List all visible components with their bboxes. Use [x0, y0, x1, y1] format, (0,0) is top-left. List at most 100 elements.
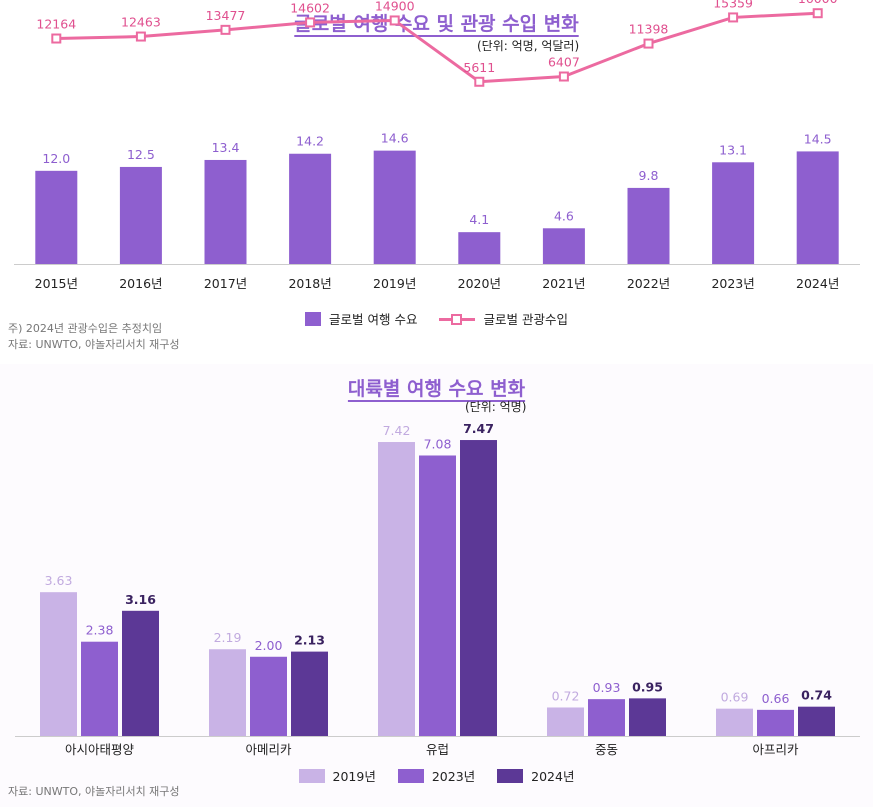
chart2-note-source: 자료: UNWTO, 야놀자리서치 재구성 [8, 785, 180, 798]
continent-value-label: 0.72 [552, 688, 580, 703]
revenue-value-label: 5611 [463, 60, 495, 75]
demand-bar [458, 232, 501, 264]
continent-bar-2023년 [588, 699, 625, 736]
demand-bar [373, 150, 416, 264]
legend-item-2023년: 2023년 [397, 766, 476, 785]
revenue-value-label: 14602 [290, 0, 330, 15]
demand-value-label: 14.5 [804, 131, 832, 146]
revenue-value-label: 13477 [206, 8, 246, 23]
demand-value-label: 12.0 [42, 151, 70, 166]
revenue-point [812, 8, 823, 19]
legend-item-2019년: 2019년 [298, 766, 376, 785]
chart1-unit: (단위: 억명, 억달러) [477, 39, 580, 53]
continent-value-label: 0.69 [721, 690, 749, 705]
revenue-point [389, 15, 400, 26]
demand-value-label: 13.1 [719, 142, 747, 157]
x-tick-label: 2020년 [458, 276, 501, 291]
legend-label: 2019년 [332, 769, 376, 784]
legend-item-demand: 글로벌 여행 수요 [305, 309, 417, 328]
continent-bar-2023년 [757, 709, 794, 736]
continent-value-label: 2.00 [255, 638, 283, 653]
continent-value-label: 2.13 [294, 633, 325, 648]
continent-value-label: 3.63 [45, 573, 73, 588]
continent-bar-2023년 [81, 641, 118, 736]
x-tick-label: 유럽 [426, 742, 449, 757]
revenue-value-label: 11398 [629, 22, 669, 37]
continent-bar-2023년 [250, 656, 287, 736]
continent-bar-2024년 [291, 651, 328, 736]
x-tick-label: 아프리카 [752, 742, 799, 757]
legend-swatch [497, 768, 524, 783]
x-tick-label: 2016년 [119, 276, 162, 291]
chart1-notes: 주) 2024년 관광수입은 추정치임 자료: UNWTO, 야놀자리서치 재구… [8, 321, 180, 353]
revenue-point [220, 24, 231, 35]
revenue-value-label: 12164 [36, 17, 76, 32]
chart1-plot: 12.0 2015년 12.5 2016년 13.4 2017년 14.2 2018년 14.6… [14, 0, 860, 291]
demand-value-label: 9.8 [639, 168, 659, 183]
continent-bar-2024년 [122, 610, 159, 736]
revenue-point [643, 38, 654, 49]
demand-bar [712, 162, 755, 264]
chart2-title: 대륙별 여행 수요 변화 [347, 378, 526, 400]
revenue-point [474, 76, 485, 87]
demand-bar [204, 159, 247, 264]
revenue-point [51, 33, 62, 44]
legend-swatch-revenue [439, 312, 476, 326]
x-tick-label: 2021년 [542, 276, 585, 291]
demand-value-label: 4.6 [554, 208, 574, 223]
revenue-value-label: 16000 [798, 0, 838, 6]
legend-label-revenue: 글로벌 관광수입 [483, 312, 568, 327]
continent-value-label: 7.47 [463, 421, 494, 436]
demand-value-label: 14.6 [381, 131, 409, 146]
legend-item-2024년: 2024년 [497, 766, 574, 785]
continent-bar-2019년 [209, 649, 246, 736]
continent-value-label: 3.16 [125, 592, 156, 607]
revenue-point [305, 17, 316, 28]
demand-bar [35, 170, 78, 264]
demand-value-label: 13.4 [212, 140, 240, 155]
continent-value-label: 7.42 [383, 423, 411, 438]
chart1-title: 글로벌 여행 수요 및 관광 수입 변화 [294, 13, 579, 35]
revenue-line [56, 11, 818, 84]
demand-bar [289, 153, 332, 264]
x-tick-label: 2015년 [35, 276, 78, 291]
continent-bar-2024년 [629, 698, 666, 736]
continent-bar-2023년 [419, 455, 456, 736]
revenue-value-label: 14900 [375, 0, 415, 13]
x-tick-label: 2023년 [711, 276, 754, 291]
revenue-point [135, 31, 146, 42]
legend-label: 2024년 [531, 769, 575, 784]
revenue-value-label: 6407 [548, 55, 580, 70]
demand-value-label: 4.1 [469, 212, 489, 227]
legend-swatch [397, 768, 424, 783]
chart2-legend: 2019년 2023년 2024년 [0, 766, 873, 785]
demand-value-label: 12.5 [127, 147, 155, 162]
revenue-value-label: 12463 [121, 15, 161, 30]
demand-value-label: 14.2 [296, 134, 324, 149]
chart1-note-source: 자료: UNWTO, 야놀자리서치 재구성 [8, 338, 180, 351]
legend-label: 2023년 [431, 769, 476, 784]
continent-bar-2019년 [40, 592, 77, 736]
continent-value-label: 7.08 [424, 436, 452, 451]
continent-value-label: 0.66 [762, 691, 790, 706]
legend-swatch-demand [305, 311, 322, 326]
legend-label-demand: 글로벌 여행 수요 [329, 312, 418, 327]
chart2-notes: 자료: UNWTO, 야놀자리서치 재구성 [8, 784, 180, 800]
demand-bar [542, 228, 585, 264]
revenue-point [558, 71, 569, 82]
revenue-value-label: 15359 [713, 0, 753, 10]
demand-bar [119, 166, 162, 264]
x-tick-label: 2024년 [796, 276, 839, 291]
demand-bar [627, 187, 670, 264]
continent-value-label: 2.38 [86, 623, 114, 638]
continent-value-label: 0.93 [593, 680, 621, 695]
chart2-plot: 3.63 2.38 3.16 아시아태평양 2.19 2.00 2.13 아메리카 7.42 7.… [15, 421, 860, 757]
x-tick-label: 2019년 [373, 276, 416, 291]
legend-item-revenue: 글로벌 관광수입 [439, 309, 568, 328]
continent-bar-2019년 [716, 708, 753, 736]
continent-bar-2019년 [378, 442, 415, 736]
demand-revenue-panel: 글로벌 여행 수요 및 관광 수입 변화 (단위: 억명, 억달러) 12.0 2… [0, 0, 873, 362]
legend-swatch [298, 768, 325, 783]
continent-bar-2024년 [798, 706, 835, 736]
demand-bar [796, 151, 839, 264]
